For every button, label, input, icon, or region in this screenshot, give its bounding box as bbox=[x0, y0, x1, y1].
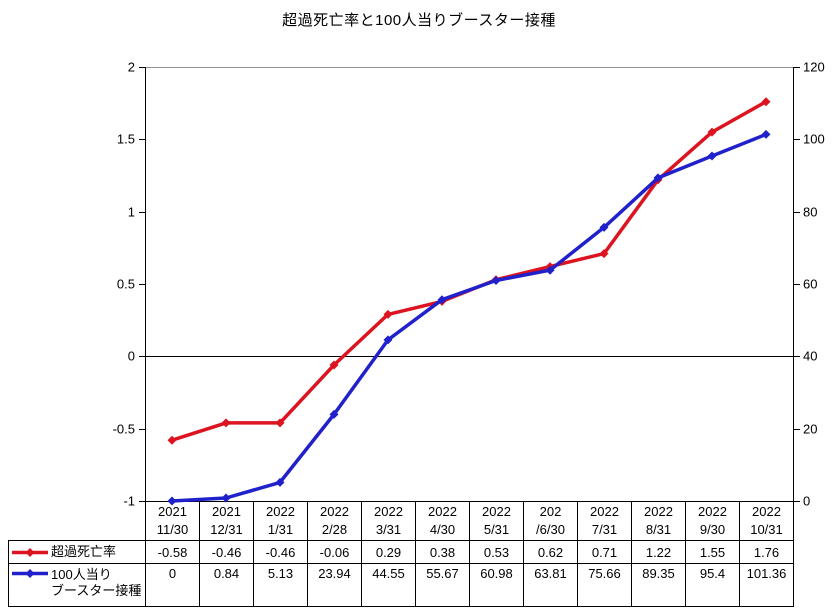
series-name: 超過死亡率 bbox=[51, 544, 117, 559]
value-cell-series-0: 0.38 bbox=[415, 540, 470, 564]
value-cell-series-0: -0.06 bbox=[307, 540, 362, 564]
legend-entry: 超過死亡率 bbox=[10, 544, 145, 560]
value-cell-series-0: 1.22 bbox=[631, 540, 686, 564]
right-axis-label: 40 bbox=[803, 349, 817, 364]
value-cell-series-0: -0.58 bbox=[145, 540, 200, 564]
date-header-cell: 2022 1/31 bbox=[253, 501, 308, 541]
value-cell-series-0: 0.53 bbox=[469, 540, 524, 564]
left-axis-label: 1.5 bbox=[117, 132, 135, 147]
value-cell-series-1: 95.4 bbox=[685, 563, 740, 607]
series-name: 100人当り ブースター接種 bbox=[51, 567, 142, 598]
left-axis-label: 1 bbox=[128, 205, 135, 220]
left-axis-label: -1 bbox=[123, 494, 135, 509]
date-header-cell: 2022 3/31 bbox=[361, 501, 416, 541]
series-marker-1 bbox=[761, 129, 771, 139]
value-cell-series-1: 0 bbox=[145, 563, 200, 607]
left-axis-label: 0.5 bbox=[117, 277, 135, 292]
value-cell-series-1: 101.36 bbox=[739, 563, 794, 607]
right-axis-label: 60 bbox=[803, 277, 817, 292]
series-marker-1 bbox=[707, 151, 717, 161]
date-header-cell: 2022 8/31 bbox=[631, 501, 686, 541]
right-axis-label: 120 bbox=[803, 60, 825, 75]
chart-title: 超過死亡率と100人当りブースター接種 bbox=[282, 12, 556, 29]
left-axis-label: -0.5 bbox=[113, 422, 135, 437]
series-marker-1 bbox=[383, 335, 393, 345]
legend-key-diamond bbox=[25, 547, 35, 557]
right-axis-label: 80 bbox=[803, 205, 817, 220]
series-marker-1 bbox=[437, 295, 447, 305]
date-header-cell: 2021 11/30 bbox=[145, 501, 200, 541]
date-header-cell: 2021 12/31 bbox=[199, 501, 254, 541]
series-marker-0 bbox=[599, 249, 609, 259]
value-cell-series-0: 1.55 bbox=[685, 540, 740, 564]
value-cell-series-1: 89.35 bbox=[631, 563, 686, 607]
date-header-cell: 202 /6/30 bbox=[523, 501, 578, 541]
legend-cell-series-1: 100人当り ブースター接種 bbox=[8, 563, 146, 607]
series-line-1 bbox=[171, 132, 767, 503]
series-marker-0 bbox=[275, 418, 285, 428]
left-axis-label: 0 bbox=[128, 349, 135, 364]
series-line-0 bbox=[171, 100, 767, 442]
series-marker-0 bbox=[329, 360, 339, 370]
series-marker-1 bbox=[275, 477, 285, 487]
value-cell-series-1: 60.98 bbox=[469, 563, 524, 607]
value-cell-series-1: 63.81 bbox=[523, 563, 578, 607]
value-cell-series-0: -0.46 bbox=[199, 540, 254, 564]
series-marker-0 bbox=[167, 435, 177, 445]
date-header-cell: 2022 7/31 bbox=[577, 501, 632, 541]
right-axis-label: 0 bbox=[803, 494, 810, 509]
right-axis-label: 20 bbox=[803, 422, 817, 437]
series-marker-1 bbox=[653, 173, 663, 183]
value-cell-series-1: 44.55 bbox=[361, 563, 416, 607]
legend-key-icon bbox=[12, 569, 48, 578]
legend-entry: 100人当り ブースター接種 bbox=[10, 566, 145, 599]
series-marker-0 bbox=[761, 97, 771, 107]
value-cell-series-0: 0.71 bbox=[577, 540, 632, 564]
date-header-cell: 2022 10/31 bbox=[739, 501, 794, 541]
value-cell-series-0: 1.76 bbox=[739, 540, 794, 564]
series-marker-1 bbox=[545, 265, 555, 275]
legend-key-diamond bbox=[25, 569, 35, 578]
series-marker-1 bbox=[221, 493, 231, 503]
series-marker-0 bbox=[221, 418, 231, 428]
value-cell-series-0: 0.29 bbox=[361, 540, 416, 564]
date-header-cell: 2022 4/30 bbox=[415, 501, 470, 541]
series-marker-1 bbox=[491, 276, 501, 285]
value-cell-series-1: 55.67 bbox=[415, 563, 470, 607]
legend-cell-series-0: 超過死亡率 bbox=[8, 540, 146, 564]
date-header-cell: 2022 5/31 bbox=[469, 501, 524, 541]
series-marker-0 bbox=[383, 309, 393, 319]
value-cell-series-0: 0.62 bbox=[523, 540, 578, 564]
date-header-cell: 2022 9/30 bbox=[685, 501, 740, 541]
series-marker-1 bbox=[599, 222, 609, 232]
value-cell-series-1: 23.94 bbox=[307, 563, 362, 607]
date-header-cell: 2022 2/28 bbox=[307, 501, 362, 541]
value-cell-series-1: 5.13 bbox=[253, 563, 308, 607]
legend-key-icon bbox=[12, 547, 48, 557]
value-cell-series-1: 0.84 bbox=[199, 563, 254, 607]
data-table: 2021 11/30 2021 12/31 2022 1/31 2022 2/28 20… bbox=[8, 501, 794, 607]
table-corner-cell bbox=[9, 501, 146, 541]
value-cell-series-1: 75.66 bbox=[577, 563, 632, 607]
value-cell-series-0: -0.46 bbox=[253, 540, 308, 564]
series-marker-0 bbox=[707, 127, 717, 137]
series-marker-1 bbox=[329, 409, 339, 419]
left-axis-label: 2 bbox=[128, 60, 135, 75]
right-axis-label: 100 bbox=[803, 132, 825, 147]
